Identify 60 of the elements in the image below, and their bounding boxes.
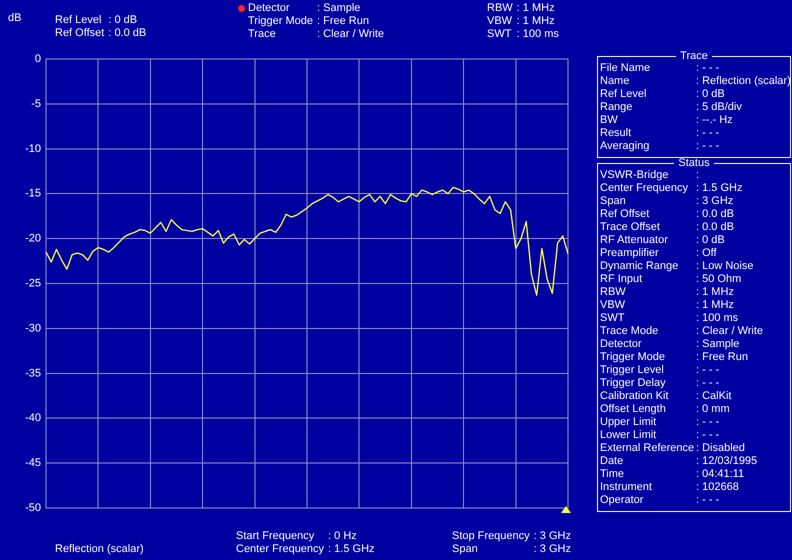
text: Operator : - - - <box>600 494 720 506</box>
y-tick-label: -20 <box>25 232 41 245</box>
text: Ref Offset : 0.0 dB <box>55 27 148 40</box>
y-tick-label: 0 <box>34 53 41 66</box>
text: VSWR-Bridge : <box>600 169 700 181</box>
text: Preamplifier : Off <box>600 247 717 259</box>
text: Trace <box>679 50 709 62</box>
text: Trigger Mode : Free Run <box>600 351 748 363</box>
text: Stop Frequency : 3 GHz <box>452 530 572 543</box>
text: Result : - - - <box>600 127 720 139</box>
y-tick-label: -40 <box>25 412 41 424</box>
text: Status <box>677 157 711 169</box>
y-tick-label: -50 <box>25 502 41 514</box>
text: SWT : 100 ms <box>600 312 738 324</box>
text: File Name : - - - <box>600 62 720 74</box>
text: RF Attenuator : 0 dB <box>600 234 725 246</box>
y-tick-label: -35 <box>25 367 41 380</box>
text: Detector : Sample <box>600 338 740 350</box>
text: Trigger Delay : - - - <box>600 377 720 389</box>
text: Offset Length : 0 mm <box>600 403 730 415</box>
text: Span : 3 GHz <box>600 195 734 207</box>
y-tick-label: -45 <box>25 457 41 470</box>
text: Trigger Mode : Free Run <box>248 15 370 28</box>
text: RBW : 1 MHz <box>600 286 734 298</box>
text: Instrument : 102668 <box>600 481 739 493</box>
text: Ref Offset : 0.0 dB <box>600 208 734 220</box>
text: Name : Reflection (scalar) <box>600 75 791 87</box>
text: Calibration Kit : CalKit <box>600 390 732 402</box>
y-tick-label: -15 <box>25 188 41 200</box>
text: External Reference : Disabled <box>600 442 746 455</box>
text: Date : 12/03/1995 <box>600 455 758 467</box>
text: Upper Limit : - - - <box>600 416 720 428</box>
text: Span : 3 GHz <box>452 543 571 555</box>
text: Center Frequency : 1.5 GHz <box>236 543 376 556</box>
y-tick-label: -25 <box>25 278 41 290</box>
text: Averaging : - - - <box>600 140 720 152</box>
y-tick-label: -5 <box>31 98 41 110</box>
text: SWT : 100 ms <box>487 28 560 41</box>
text: RF Input : 50 Ohm <box>600 273 742 285</box>
text: Trace : Clear / Write <box>248 28 384 40</box>
text: Dynamic Range : Low Noise <box>600 260 754 272</box>
text: Center Frequency : 1.5 GHz <box>600 182 744 195</box>
text: Ref Level : 0 dB <box>55 14 138 27</box>
text: VBW : 1 MHz <box>487 15 556 28</box>
text: Lower Limit : - - - <box>600 429 720 441</box>
text: Time : 04:41:11 <box>600 468 744 480</box>
text: Reflection (scalar) <box>55 543 148 556</box>
text: Trace Offset : 0.0 dB <box>600 221 734 233</box>
text: Trigger Level : - - - <box>600 364 720 376</box>
text: Detector : Sample <box>248 2 360 14</box>
text: Range : 5 dB/div <box>600 101 742 113</box>
text: RBW : 1 MHz <box>487 2 556 15</box>
text: Trace Mode : Clear / Write <box>600 325 764 337</box>
text: VBW : 1 MHz <box>600 299 734 311</box>
y-axis-title: dB <box>8 12 22 24</box>
text: Ref Level : 0 dB <box>600 88 725 100</box>
y-tick-label: -10 <box>25 142 41 155</box>
y-tick-label: -30 <box>25 322 41 334</box>
text: Start Frequency : 0 Hz <box>236 530 357 542</box>
text: BW : --.- Hz <box>600 114 733 126</box>
